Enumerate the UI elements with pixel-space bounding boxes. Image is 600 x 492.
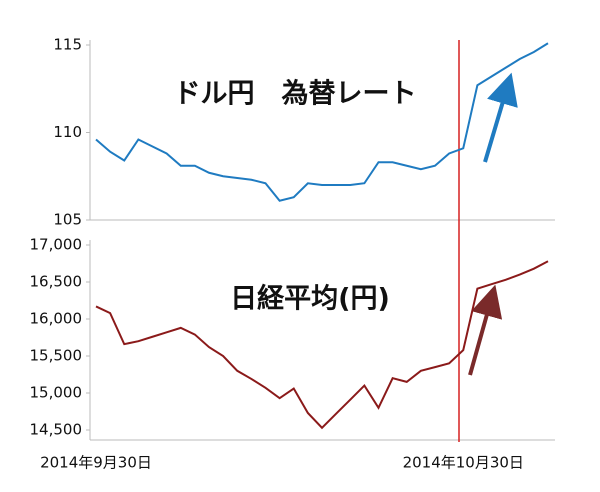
x-tick-label: 2014年10月30日 xyxy=(403,454,524,472)
y-tick-label: 105 xyxy=(53,211,82,229)
y-tick-label: 16,000 xyxy=(30,310,83,328)
y-tick-label: 14,500 xyxy=(30,421,83,439)
y-tick-label: 17,000 xyxy=(30,236,83,254)
arrow xyxy=(483,72,518,163)
y-tick-label: 16,500 xyxy=(30,273,83,291)
chart-title: ドル円 為替レート xyxy=(174,78,417,110)
chart-title: 日経平均(円) xyxy=(230,283,390,315)
y-tick-label: 115 xyxy=(53,36,82,54)
line xyxy=(95,260,549,430)
x-tick-label: 2014年9月30日 xyxy=(40,454,152,472)
y-tick-label: 110 xyxy=(53,123,82,141)
arrow xyxy=(468,284,503,376)
line xyxy=(95,42,549,202)
y-tick-label: 15,500 xyxy=(30,347,83,365)
y-tick-label: 15,000 xyxy=(30,384,83,402)
